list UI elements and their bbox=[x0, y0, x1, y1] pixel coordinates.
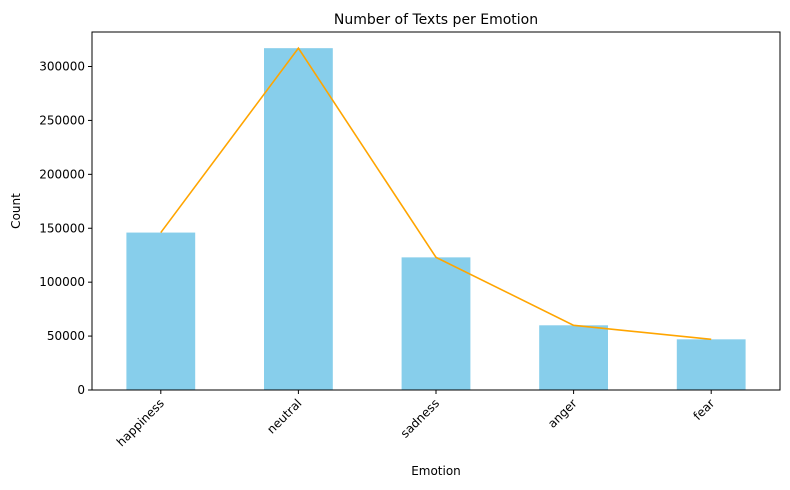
bar-happiness bbox=[126, 232, 196, 390]
bars bbox=[126, 48, 746, 391]
y-tick-label: 100000 bbox=[39, 275, 85, 289]
y-tick-label: 250000 bbox=[39, 113, 85, 127]
y-tick-label: 150000 bbox=[39, 221, 85, 235]
x-axis-label: Emotion bbox=[411, 464, 461, 478]
y-tick-label: 300000 bbox=[39, 60, 85, 74]
trend-line bbox=[160, 46, 712, 341]
bar-fear bbox=[676, 339, 746, 390]
chart-title: Number of Texts per Emotion bbox=[334, 12, 538, 28]
y-tick-label: 0 bbox=[77, 383, 85, 397]
trend-line-path bbox=[160, 46, 712, 341]
y-tick-label: 200000 bbox=[39, 167, 85, 181]
bar-sadness bbox=[401, 257, 471, 390]
x-axis: happiness neutral sadness anger fear bbox=[114, 390, 717, 449]
y-axis: 0 50000 100000 150000 200000 250000 300000 bbox=[39, 60, 92, 397]
x-tick-label-sadness: sadness bbox=[398, 396, 442, 440]
bar-anger bbox=[539, 325, 608, 390]
x-tick-label-anger: anger bbox=[545, 396, 580, 431]
x-tick-label-fear: fear bbox=[691, 396, 718, 423]
x-tick-label-happiness: happiness bbox=[114, 396, 167, 449]
y-tick-label: 50000 bbox=[47, 329, 85, 343]
bar-neutral bbox=[264, 48, 333, 391]
y-axis-label: Count bbox=[9, 193, 23, 229]
x-tick-label-neutral: neutral bbox=[264, 396, 304, 436]
